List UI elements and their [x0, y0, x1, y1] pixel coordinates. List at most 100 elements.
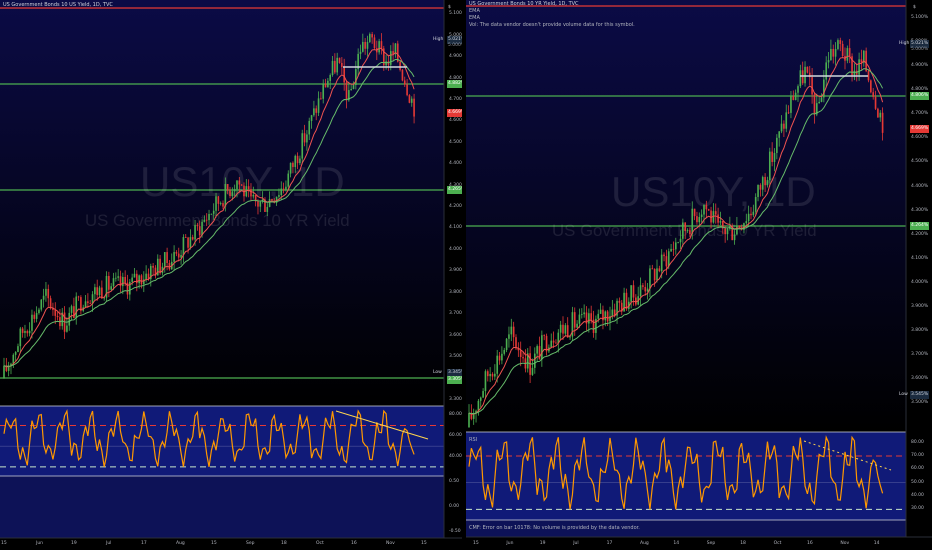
time-label[interactable]: 14: [873, 541, 880, 546]
candle-body: [159, 258, 161, 274]
candle-body: [257, 201, 259, 207]
candle-body: [138, 275, 140, 284]
candle-body: [292, 162, 294, 168]
price-tick-label[interactable]: 3.700%: [449, 311, 462, 317]
price-tick-label[interactable]: 3.900%: [911, 303, 929, 309]
left-settings-icon[interactable]: $: [448, 5, 451, 10]
lower-tick-label[interactable]: -0.50: [449, 529, 461, 534]
candle-body: [818, 101, 820, 104]
rsi-tick-label[interactable]: 40.00: [911, 493, 924, 498]
left-chart-svg[interactable]: US10Y, 1D US Government Bonds 10 YR Yield: [0, 0, 462, 550]
price-tick-label[interactable]: 4.200%: [449, 204, 462, 210]
time-label[interactable]: Sep: [706, 541, 716, 546]
price-tick-label[interactable]: 5.000%: [448, 32, 462, 40]
candle-body: [399, 61, 401, 70]
ema-slow-line: [3, 58, 415, 367]
price-tick-label[interactable]: 4.000%: [449, 246, 462, 252]
price-tick-label[interactable]: 3.600%: [449, 332, 462, 338]
time-label[interactable]: Jun: [36, 541, 44, 546]
price-tick-label[interactable]: 4.600%: [449, 118, 462, 124]
price-tick-label[interactable]: 3.300%: [449, 396, 462, 402]
time-label[interactable]: 15: [473, 541, 479, 546]
candle-body: [759, 184, 762, 190]
price-tick-label[interactable]: 4.100%: [449, 225, 462, 231]
time-label[interactable]: Oct: [773, 541, 782, 546]
time-label[interactable]: 17: [141, 541, 147, 546]
price-tick-label[interactable]: 3.500%: [449, 353, 462, 359]
price-tick-label[interactable]: 4.900%: [449, 54, 462, 60]
time-label[interactable]: Jul: [573, 541, 579, 546]
time-label[interactable]: Nov: [840, 541, 850, 546]
time-label[interactable]: 15: [421, 541, 427, 546]
time-label[interactable]: Aug: [176, 541, 185, 546]
price-tick-label[interactable]: 4.500%: [449, 139, 462, 145]
candle-body: [792, 96, 795, 100]
price-tick-label[interactable]: 4.100%: [911, 255, 929, 261]
price-tick-label[interactable]: 4.200%: [911, 231, 929, 237]
candle-body: [630, 285, 632, 302]
candle-body: [208, 213, 210, 221]
lower-tick-label[interactable]: 0.50: [449, 479, 460, 484]
price-tick-label[interactable]: 4.900%: [911, 63, 929, 69]
rsi-tick-label[interactable]: 30.00: [911, 506, 924, 512]
price-tick-label[interactable]: 4.300%: [911, 207, 929, 213]
price-tick-label[interactable]: 3.800%: [449, 289, 462, 295]
time-label[interactable]: 17: [606, 541, 613, 546]
candle-body: [486, 371, 489, 377]
rsi-tick-label[interactable]: 60.00: [449, 432, 462, 438]
time-label[interactable]: 19: [539, 541, 546, 546]
time-label[interactable]: Jun: [506, 541, 514, 546]
price-tick-label[interactable]: 4.700%: [449, 97, 462, 103]
rsi-tick-label[interactable]: 80.00: [911, 439, 924, 445]
time-label[interactable]: 14: [673, 541, 680, 546]
time-label[interactable]: 19: [71, 541, 77, 546]
time-label[interactable]: Nov: [386, 541, 395, 546]
time-label[interactable]: 18: [740, 541, 746, 546]
price-tick-label[interactable]: 5.100%: [449, 11, 462, 17]
rsi-tick-label[interactable]: 40.00: [449, 453, 462, 459]
price-tick-label[interactable]: 4.400%: [449, 161, 462, 167]
price-tick-label[interactable]: 4.000%: [911, 279, 929, 285]
price-tick-label[interactable]: 3.700%: [911, 351, 929, 357]
candle-body: [324, 83, 327, 88]
candle-body: [714, 211, 717, 215]
price-tick-label[interactable]: 4.700%: [911, 111, 929, 117]
price-tick-label[interactable]: 3.500%: [911, 400, 929, 406]
candle-body: [406, 84, 408, 96]
price-tick-label[interactable]: 4.800%: [911, 87, 929, 93]
time-label[interactable]: 16: [351, 541, 357, 546]
price-tick-label[interactable]: 5.100%: [911, 15, 929, 21]
time-label[interactable]: Sep: [246, 541, 255, 546]
rsi-tick-label[interactable]: 60.00: [911, 466, 924, 472]
time-label[interactable]: Oct: [316, 541, 324, 546]
candle-body: [103, 297, 106, 299]
candle-body: [117, 276, 119, 278]
price-tick-label[interactable]: 3.800%: [911, 327, 929, 333]
rsi-tick-label[interactable]: 50.00: [911, 479, 924, 485]
price-tick-label[interactable]: 4.600%: [911, 135, 929, 141]
price-tick-label[interactable]: 3.600%: [911, 376, 929, 382]
candle-body: [545, 335, 548, 352]
time-label[interactable]: 15: [1, 541, 7, 546]
time-label[interactable]: 18: [281, 541, 287, 546]
right-settings-icon[interactable]: $: [913, 5, 916, 10]
price-tick-label[interactable]: 4.800%: [449, 75, 462, 81]
time-label[interactable]: 16: [807, 541, 813, 546]
rsi-tick-label[interactable]: 80.00: [449, 412, 462, 418]
price-tick-label[interactable]: 4.400%: [911, 183, 929, 189]
left-chart-pane[interactable]: US10Y, 1D US Government Bonds 10 YR Yield…: [0, 0, 462, 550]
time-label[interactable]: Aug: [640, 541, 649, 546]
time-label[interactable]: 15: [211, 541, 217, 546]
time-label[interactable]: Jul: [106, 541, 112, 546]
price-tick-label[interactable]: 4.500%: [911, 159, 929, 165]
lower-tick-label[interactable]: 0.00: [449, 504, 460, 509]
rsi-tick-label[interactable]: 70.00: [911, 453, 924, 458]
candle-body: [49, 298, 52, 309]
candle-body: [477, 400, 480, 411]
candle-body: [66, 325, 68, 332]
right-chart-pane[interactable]: US10Y, 1D US Government Bonds 10 YR Yield…: [466, 0, 932, 550]
price-tick-label[interactable]: 3.900%: [449, 268, 462, 274]
candle-body: [142, 279, 145, 285]
price-tick-label[interactable]: 4.300%: [448, 182, 462, 190]
